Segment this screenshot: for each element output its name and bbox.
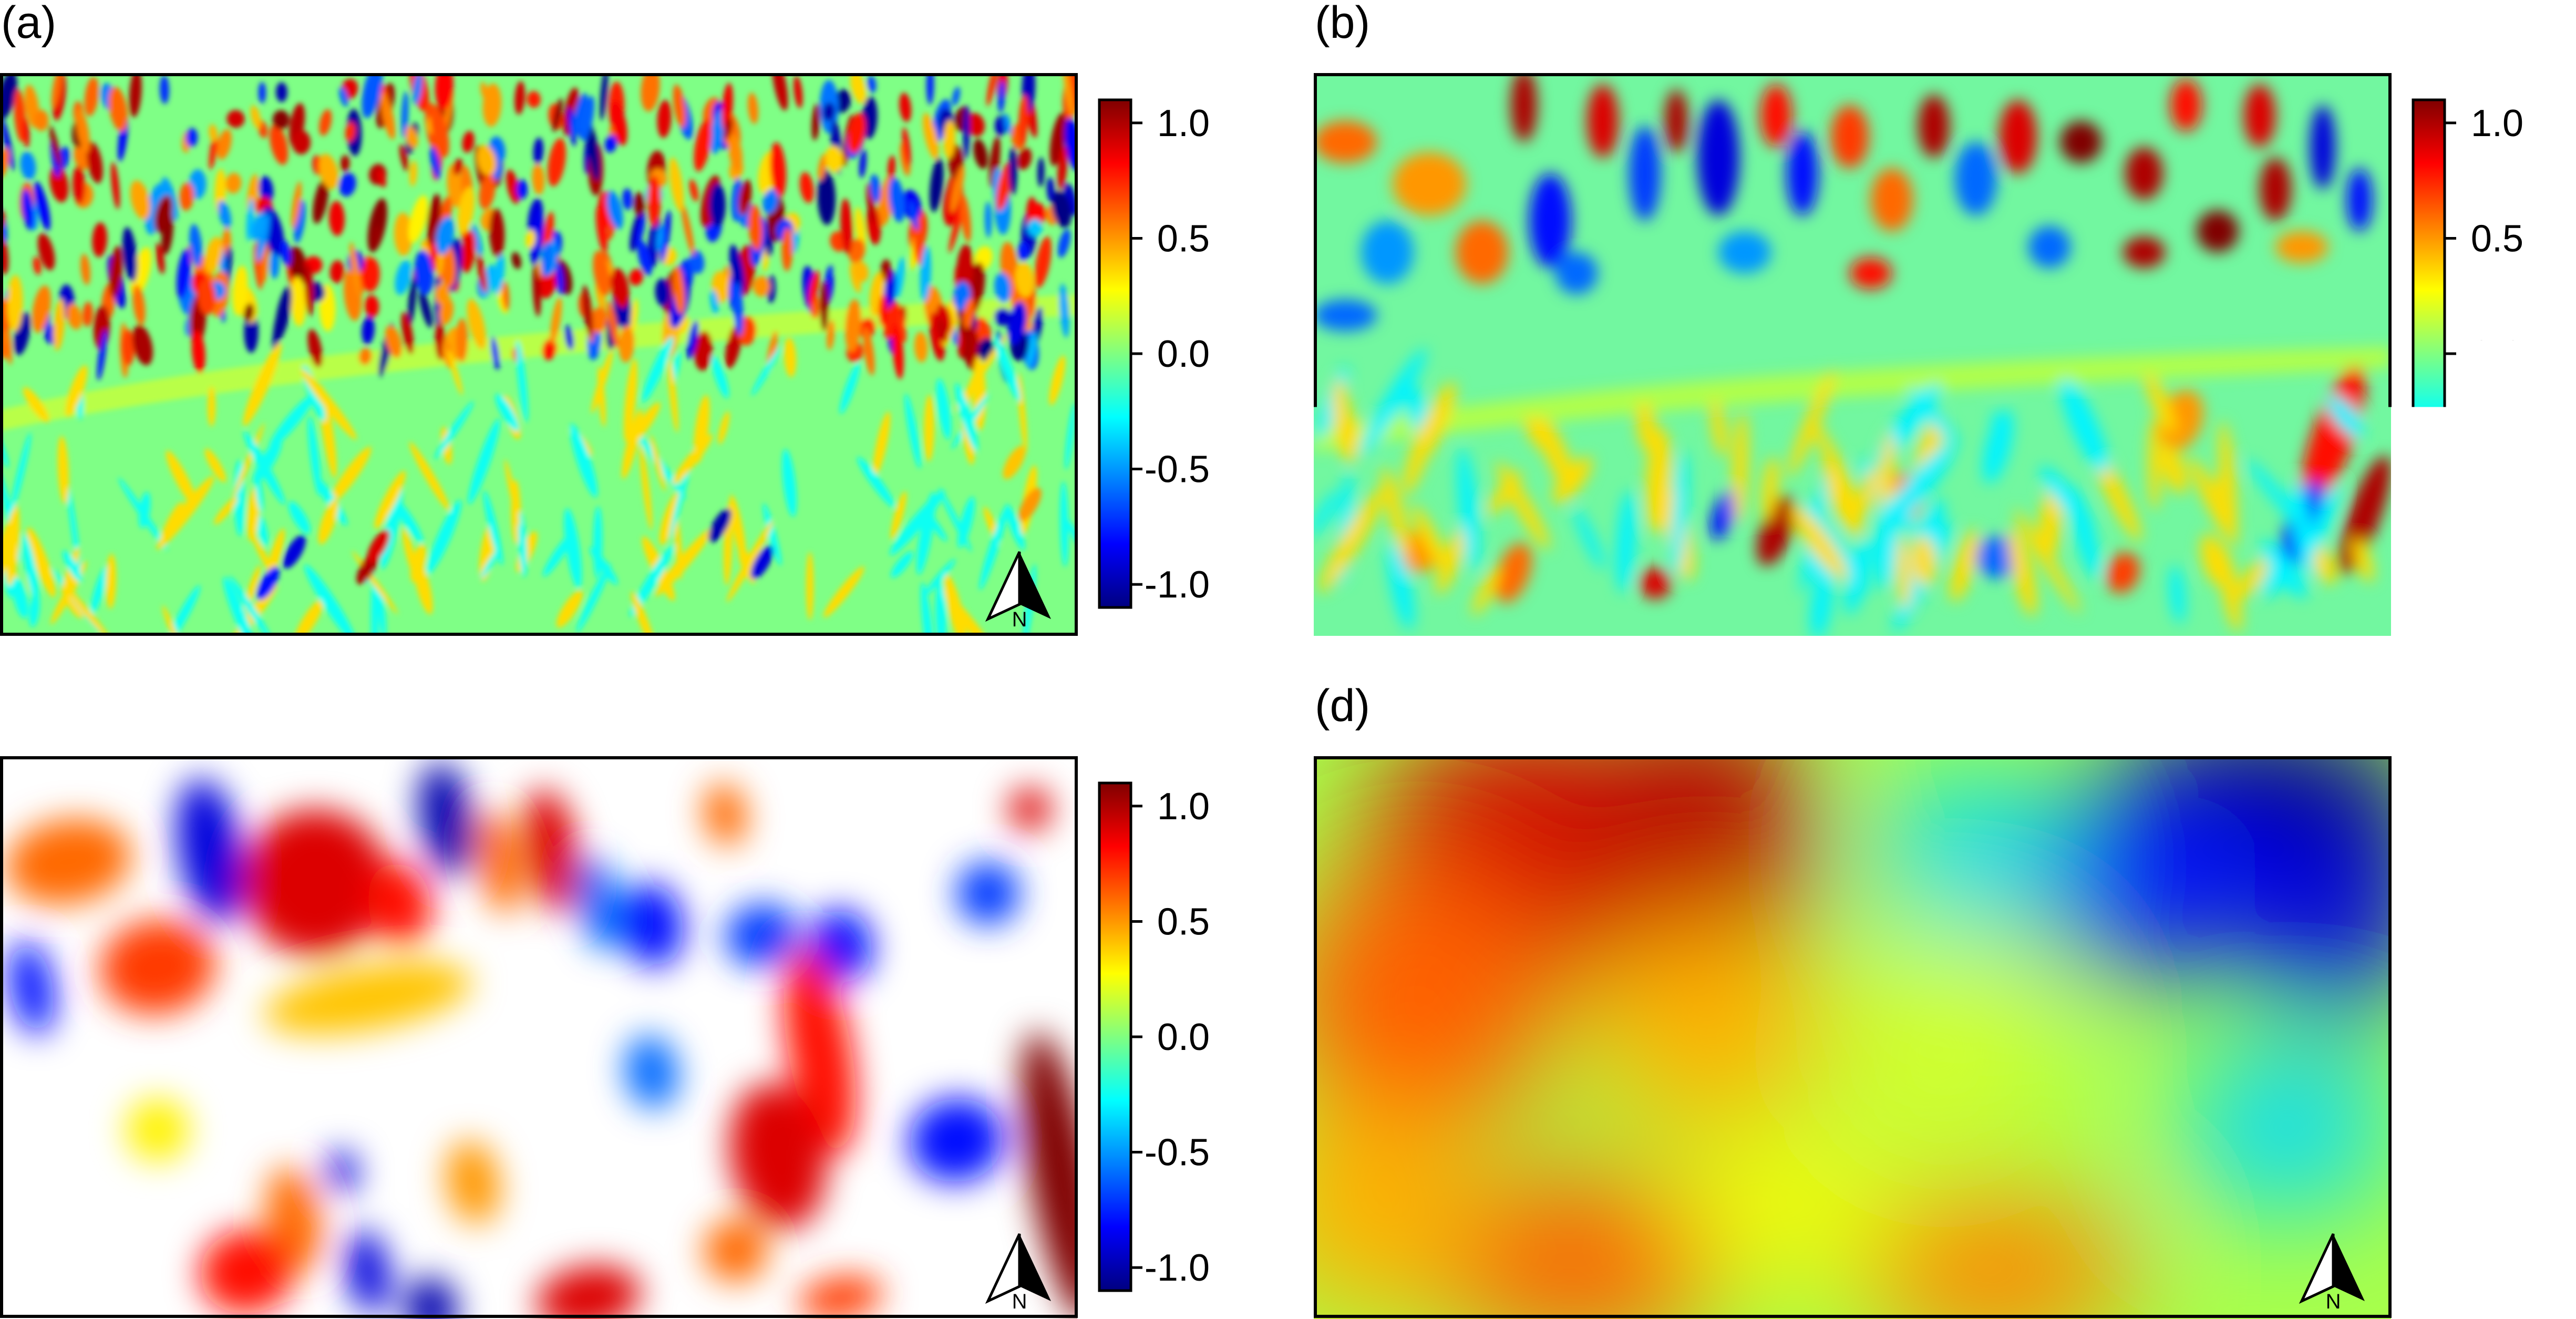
colorbar-d: 0.6 0.4 0.2 0.0 -0.2 -0.4 -0.6: [2413, 771, 2523, 1304]
colorbar-a-tick-label: -0.5: [1145, 449, 1210, 491]
colorbar-d-tick-label: 0.6: [2471, 771, 2523, 813]
heatmap-d-feature: [2254, 830, 2423, 1019]
colorbar-c-tick-label: 1.0: [1157, 786, 1210, 828]
colorbar-a-tick-label: 0.0: [1157, 333, 1210, 375]
colorbar-c-ramp: [1099, 783, 1131, 1291]
heatmap-a-feature: [35, 110, 49, 131]
heatmap-d-feature: [1876, 778, 2065, 925]
north-label-b: N: [2326, 608, 2341, 631]
heatmap-b-feature: [2123, 236, 2165, 268]
heatmap-d: [1261, 704, 2428, 1319]
heatmap-d-feature: [2181, 1051, 2391, 1209]
heatmap-b-feature: [1555, 252, 1598, 294]
colorbar-a-tick-label: 1.0: [1157, 102, 1210, 145]
panel-d: (d) N 0.6 0.4 0.2 0.0 -0.2 -0.4 -0.6: [1261, 681, 2523, 1319]
colorbar-a: 1.0 0.5 0.0 -0.5 -1.0: [1099, 100, 1210, 607]
heatmap-b-feature: [2125, 147, 2163, 200]
panel-label-b: (b): [1315, 0, 1370, 48]
colorbar-b-tick-label: -0.5: [2458, 449, 2523, 491]
heatmap-b-feature: [2197, 210, 2239, 252]
colorbar-b-ticks: 1.0 0.5 0.0 -0.5 -1.0: [2445, 102, 2523, 606]
heatmap-c: [0, 757, 1118, 1319]
heatmap-a-feature: [634, 192, 645, 216]
heatmap-b-feature: [1697, 100, 1739, 215]
heatmap-b-feature: [1629, 126, 1661, 221]
heatmap-b-feature: [2347, 168, 2372, 231]
heatmap-b-feature: [1587, 84, 1619, 158]
colorbar-c-tick-label: 0.0: [1157, 1016, 1210, 1058]
heatmap-a: [0, 57, 1093, 669]
panel-label-c: (c): [1, 681, 54, 731]
colorbar-d-ramp: [2413, 783, 2445, 1291]
heatmap-d-feature: [1282, 862, 1555, 1135]
north-label-a: N: [1012, 608, 1027, 631]
colorbar-b-ramp: [2413, 100, 2445, 607]
colorbar-b: 1.0 0.5 0.0 -0.5 -1.0: [2413, 100, 2523, 607]
colorbar-d-tick-label: 0.4: [2471, 852, 2523, 894]
heatmap-b-feature: [1718, 231, 1771, 273]
heatmap-b-feature: [1831, 105, 1869, 168]
heatmap-b-feature: [2170, 79, 2202, 131]
panel-label-a: (a): [1, 0, 56, 48]
panel-c: (c) N 1.0 0.5 0.0 -0.5 -1.0: [0, 681, 1210, 1319]
colorbar-d-tick-label: -0.6: [2458, 1262, 2523, 1304]
colorbar-c-tick-label: -1.0: [1145, 1247, 1210, 1289]
heatmap-b-feature: [1314, 300, 1377, 331]
colorbar-a-tick-label: -1.0: [1145, 564, 1210, 606]
heatmap-b-feature: [1850, 257, 1892, 289]
colorbar-a-ramp: [1099, 100, 1131, 607]
heatmap-b-feature: [2275, 231, 2328, 263]
heatmap-b-feature: [1511, 68, 1537, 142]
heatmap-b-feature: [1760, 84, 1792, 147]
colorbar-b-tick-label: 1.0: [2471, 102, 2523, 145]
colorbar-c: 1.0 0.5 0.0 -0.5 -1.0: [1099, 783, 1210, 1291]
heatmap-b-feature: [2028, 226, 2070, 268]
heatmap-b: [1306, 68, 2401, 641]
heatmap-a-feature: [806, 552, 814, 620]
heatmap-b-feature: [1918, 95, 1950, 158]
colorbar-b-tick-label: -1.0: [2458, 564, 2523, 606]
heatmap-b-feature: [1955, 142, 1997, 215]
north-label-c: N: [1012, 1290, 1027, 1313]
heatmap-b-feature: [1361, 221, 1414, 284]
heatmap-d-feature: [1592, 920, 1823, 1130]
heatmap-b-feature: [1529, 173, 1571, 268]
heatmap-b-feature: [2060, 121, 2102, 163]
heatmap-b-feature: [1456, 221, 1508, 284]
panel-a: (a) N 1.0 0.5 0.0 -0.5 -1.0: [0, 0, 1210, 669]
colorbar-b-tick-label: 0.0: [2471, 333, 2523, 375]
panel-label-d: (d): [1315, 681, 1370, 731]
colorbar-a-tick-label: 0.5: [1157, 218, 1210, 260]
panel-b: (b) N 1.0 0.5 0.0 -0.5 -1.0: [1306, 0, 2523, 641]
colorbar-c-tick-label: 0.5: [1157, 901, 1210, 943]
heatmap-b-feature: [1999, 100, 2037, 173]
colorbar-b-tick-label: 0.5: [2471, 218, 2523, 260]
heatmap-b-feature: [1393, 152, 1466, 215]
north-label-d: N: [2326, 1290, 2341, 1313]
heatmap-b-feature: [1314, 121, 1377, 163]
heatmap-b-feature: [2260, 158, 2291, 221]
colorbar-c-tick-label: -0.5: [1145, 1132, 1210, 1174]
heatmap-a-feature: [259, 82, 266, 104]
heatmap-b-feature: [2310, 105, 2335, 189]
colorbar-d-tick-label: -0.2: [2458, 1098, 2523, 1140]
colorbar-d-ticks: 0.6 0.4 0.2 0.0 -0.2 -0.4 -0.6: [2445, 771, 2523, 1304]
heatmap-b-feature: [1787, 131, 1818, 215]
heatmap-b-feature: [1665, 89, 1688, 152]
heatmap-d-feature: [2039, 788, 2270, 977]
colorbar-d-tick-label: -0.4: [2458, 1180, 2523, 1222]
colorbar-a-ticks: 1.0 0.5 0.0 -0.5 -1.0: [1131, 102, 1210, 606]
heatmap-b-feature: [1871, 168, 1913, 231]
heatmap-d-feature: [1682, 1146, 1892, 1272]
heatmap-d-feature: [1829, 946, 2060, 1156]
colorbar-d-tick-label: 0.0: [2471, 1016, 2523, 1058]
colorbar-c-ticks: 1.0 0.5 0.0 -0.5 -1.0: [1131, 786, 1210, 1289]
heatmap-d-feature: [1261, 1104, 1471, 1314]
colorbar-d-tick-label: 0.2: [2471, 934, 2523, 976]
heatmap-b-feature: [2244, 84, 2275, 147]
